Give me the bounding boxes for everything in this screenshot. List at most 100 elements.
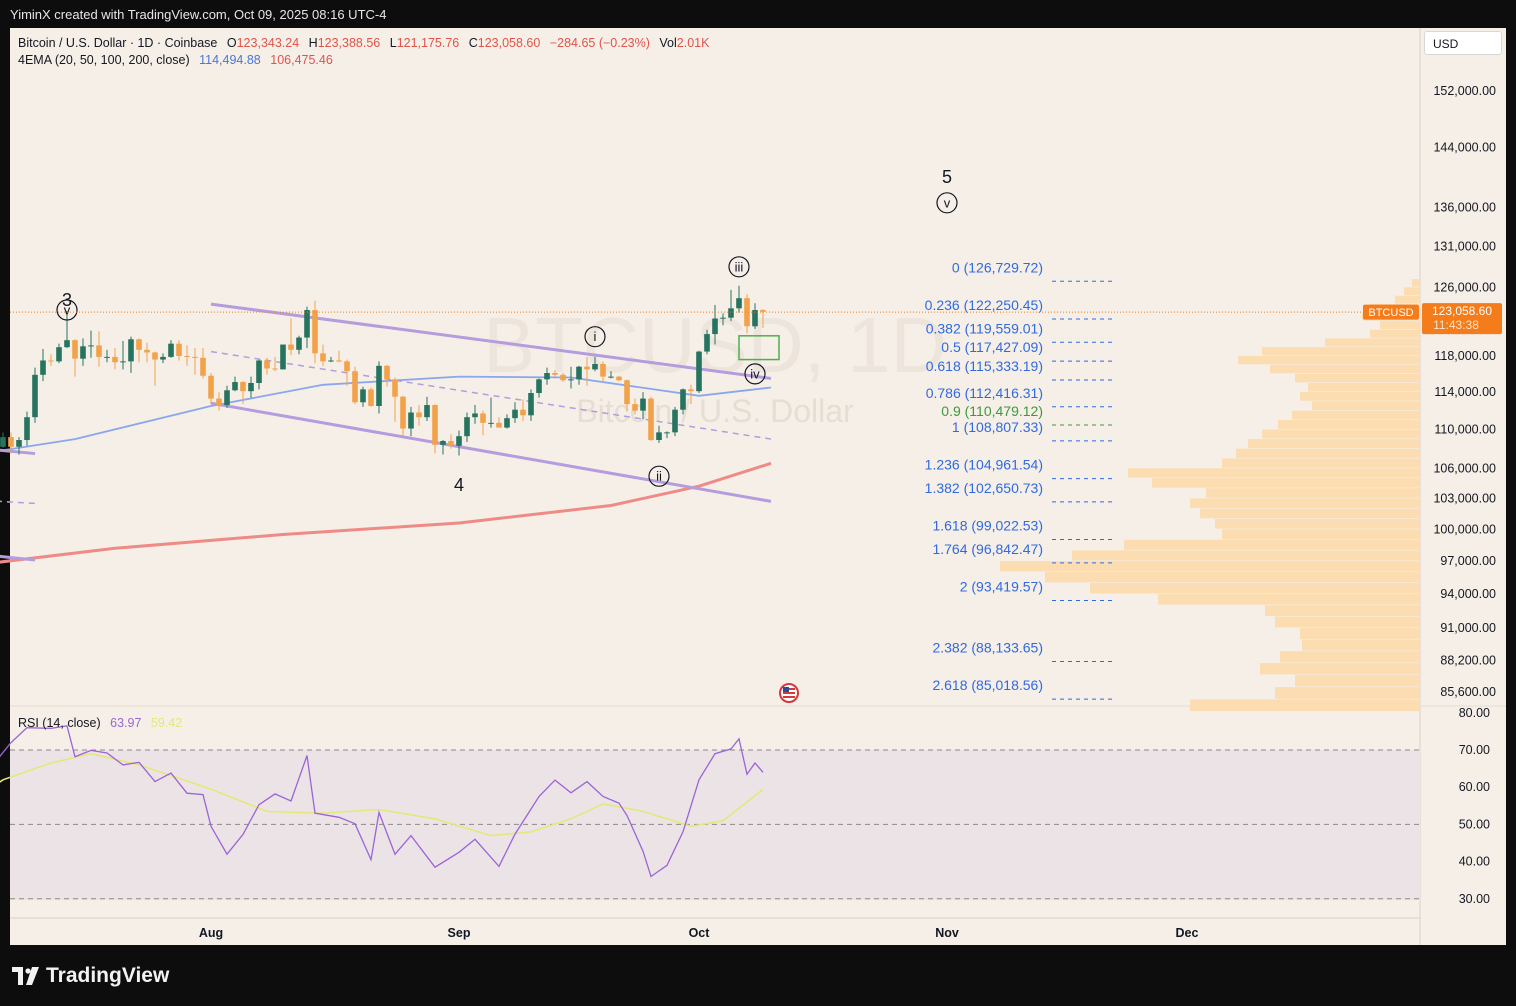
price-axis-tick: 114,000.00 — [1434, 385, 1496, 399]
volume-profile — [1000, 279, 1420, 712]
volume-profile-bar — [1260, 663, 1420, 675]
rsi-label: RSI (14, close) — [18, 716, 101, 730]
price-axis-tick: 110,000.00 — [1434, 422, 1496, 436]
price-axis-tick: 136,000.00 — [1433, 200, 1496, 214]
candle-body — [728, 308, 734, 318]
candle-body — [152, 352, 158, 360]
candle-body — [688, 389, 694, 392]
candle-body — [456, 436, 462, 446]
candle-body — [16, 440, 22, 447]
candle-body — [512, 409, 518, 419]
volume-profile-bar — [1412, 279, 1420, 287]
volume-profile-bar — [1325, 338, 1420, 347]
time-axis[interactable]: Aug Sep Oct Nov Dec — [199, 926, 1199, 940]
candle-body — [712, 318, 718, 335]
candle-body — [544, 373, 550, 380]
fib-level-label: 0.618 (115,333.19) — [926, 358, 1043, 374]
candle-body — [0, 437, 6, 447]
price-axis-tick: 118,000.00 — [1434, 349, 1496, 363]
candle-body — [96, 345, 102, 357]
volume-profile-bar — [1190, 699, 1420, 712]
wave-label: iii — [735, 259, 744, 274]
price-axis-tick: 144,000.00 — [1433, 141, 1496, 155]
candle-body — [704, 334, 710, 352]
rsi-axis-tick: 50.00 — [1459, 817, 1490, 831]
price-axis-tick: 126,000.00 — [1433, 280, 1496, 294]
target-zone-box[interactable] — [738, 335, 780, 361]
volume-profile-bar — [1045, 571, 1420, 583]
tradingview-logo-icon — [12, 967, 40, 985]
candle-body — [112, 356, 118, 363]
volume-profile-bar — [1265, 605, 1420, 616]
volume-profile-bar — [1238, 356, 1420, 365]
rsi-band — [10, 750, 1420, 900]
candle-body — [232, 382, 238, 391]
candle-body — [672, 409, 678, 433]
volume-profile-bar — [1072, 550, 1420, 561]
rsi-axis-tick: 60.00 — [1459, 780, 1490, 794]
tradingview-logo[interactable]: TradingView — [12, 964, 169, 988]
price-axis-tick: 131,000.00 — [1433, 240, 1496, 254]
legend-open: 123,343.24 — [237, 36, 300, 50]
legend-high: 123,388.56 — [318, 36, 381, 50]
candle-body — [48, 360, 54, 362]
candle-body — [192, 356, 198, 358]
candle-body — [320, 353, 326, 362]
volume-profile-bar — [1090, 582, 1420, 594]
candle-body — [472, 413, 478, 418]
candle-body — [296, 337, 302, 350]
wave-label: 4 — [454, 475, 464, 495]
candle-body — [360, 389, 366, 403]
volume-profile-bar — [1404, 287, 1420, 296]
candle-body — [656, 432, 662, 441]
rsi-axis-tick: 70.00 — [1459, 743, 1490, 757]
watermark-sub: Bitcoin / U.S. Dollar — [576, 393, 854, 429]
candle-body — [760, 310, 766, 312]
candle-body — [176, 343, 182, 357]
volume-profile-bar — [1280, 651, 1420, 663]
candle-body — [376, 365, 382, 406]
wave-label: ii — [656, 469, 662, 484]
volume-profile-bar — [1308, 382, 1420, 392]
candle-body — [488, 422, 494, 424]
rsi-axis[interactable]: 80.00 70.00 60.00 50.00 40.00 30.00 — [1459, 706, 1490, 906]
candle-body — [736, 298, 742, 309]
volume-profile-bar — [1300, 392, 1420, 401]
wave-label: 5 — [942, 167, 952, 187]
candle-body — [288, 344, 294, 350]
volume-profile-bar — [1295, 373, 1420, 383]
rsi-ma-line — [0, 752, 764, 837]
price-axis-tick: 94,000.00 — [1440, 587, 1496, 601]
candle-body — [80, 346, 86, 359]
volume-profile-bar — [1395, 295, 1420, 304]
fib-extension[interactable]: 0 (126,729.72) 0.236 (122,250.45) 0.382 (1… — [925, 259, 1112, 700]
candle-body — [8, 437, 14, 447]
fib-level-label: 2.382 (88,133.65) — [932, 639, 1043, 655]
wave-label: v — [64, 303, 71, 318]
legend-close: 123,058.60 — [478, 36, 541, 50]
volume-profile-bar — [1158, 594, 1420, 605]
candle-body — [136, 339, 142, 350]
candle-body — [208, 375, 214, 399]
volume-profile-bar — [1200, 508, 1420, 519]
price-axis[interactable]: 152,000.00 144,000.00 136,000.00 131,000.00… — [1433, 84, 1496, 699]
rsi-panel[interactable] — [0, 725, 1420, 900]
candle-body — [424, 405, 430, 418]
fib-level-label: 2 (93,419.57) — [960, 579, 1043, 595]
candle-body — [168, 343, 174, 357]
candle-body — [624, 380, 630, 405]
ema-lines — [0, 375, 772, 564]
legend-volume: 2.01K — [677, 36, 710, 50]
candle-body — [480, 413, 486, 423]
candle-body — [160, 356, 166, 360]
candle-body — [520, 409, 526, 416]
fib-level-label: 1.618 (99,022.53) — [932, 518, 1043, 534]
candle-body — [640, 398, 646, 411]
legend-ema-label: 4EMA (20, 50, 100, 200, close) — [18, 53, 190, 67]
us-flag-icon[interactable] — [779, 683, 799, 703]
volume-profile-bar — [1300, 627, 1420, 639]
fib-level-label: 1.382 (102,650.73) — [925, 480, 1043, 496]
currency-selector[interactable]: USD — [1424, 31, 1502, 55]
